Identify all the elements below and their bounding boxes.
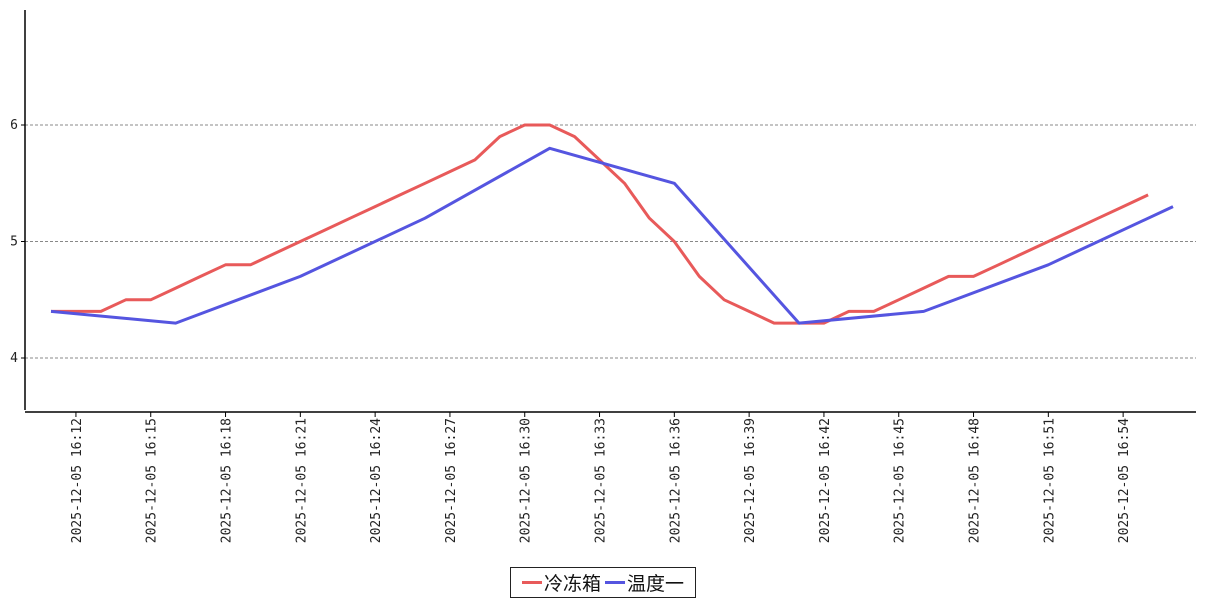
series-line-1 (51, 123, 1149, 325)
x-tick-label: 2025-12-05 16:51 (1042, 418, 1057, 543)
y-tick-label: 6 (10, 118, 18, 133)
x-tick-label: 2025-12-05 16:36 (668, 418, 683, 543)
grid-lines (25, 124, 1196, 359)
x-tick-label: 2025-12-05 16:48 (968, 418, 983, 543)
x-tick-label: 2025-12-05 16:12 (70, 418, 85, 543)
legend-item-series-1[interactable]: 冷冻箱 (521, 569, 601, 596)
y-tick-label: 5 (10, 235, 18, 250)
legend-swatch-series-2 (605, 581, 625, 584)
x-tick-label: 2025-12-05 16:21 (294, 418, 309, 543)
x-tick-label: 2025-12-05 16:24 (369, 418, 384, 543)
x-tick-label: 2025-12-05 16:45 (893, 418, 908, 543)
legend-label-series-1: 冷冻箱 (543, 573, 601, 595)
legend-item-series-2[interactable]: 温度一 (605, 569, 684, 596)
x-axis-ticks: 2025-12-05 16:12 2025-12-05 16:15 2025-12-… (70, 412, 1132, 543)
x-tick-label: 2025-12-05 16:42 (818, 418, 833, 543)
legend-label-series-2: 温度一 (627, 573, 685, 595)
x-tick-label: 2025-12-05 16:18 (220, 418, 235, 543)
y-tick-label: 4 (10, 351, 18, 366)
x-tick-label: 2025-12-05 16:54 (1117, 418, 1132, 543)
y-axis-ticks: 4 5 6 (10, 118, 25, 366)
x-tick-label: 2025-12-05 16:39 (743, 418, 758, 543)
legend-swatch-series-1 (521, 581, 542, 584)
series-lines (50, 123, 1174, 325)
legend: 冷冻箱 温度一 (510, 567, 696, 598)
x-tick-label: 2025-12-05 16:30 (519, 418, 534, 543)
series-line-2 (50, 146, 1174, 325)
x-tick-label: 2025-12-05 16:33 (594, 418, 609, 543)
x-tick-label: 2025-12-05 16:27 (444, 418, 459, 543)
x-tick-label: 2025-12-05 16:15 (145, 418, 160, 543)
